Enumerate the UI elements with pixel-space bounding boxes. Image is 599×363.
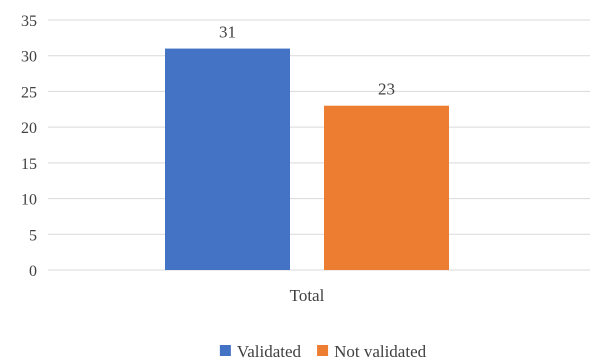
y-tick-label: 0 [29, 263, 37, 280]
y-tick-label: 20 [21, 120, 37, 137]
data-labels: 31 23 [219, 23, 395, 99]
legend-item-validated: Validated [219, 342, 302, 361]
y-tick-label: 15 [21, 156, 37, 173]
y-tick-label: 10 [21, 192, 37, 209]
y-tick-label: 5 [29, 227, 37, 244]
legend-label: Validated [237, 342, 302, 361]
gridlines [48, 19, 590, 271]
y-tick-label: 35 [21, 13, 37, 30]
legend-label: Not validated [334, 342, 427, 361]
x-tick-label: Total [290, 286, 325, 305]
legend-swatch [219, 345, 231, 356]
bar-validated [165, 48, 290, 271]
y-tick-label: 25 [21, 84, 37, 101]
legend: Validated Not validated [219, 342, 427, 361]
bar-not-validated [324, 105, 449, 270]
data-label: 31 [219, 23, 236, 42]
data-label: 23 [378, 80, 395, 99]
y-axis-tick-labels: 0 5 10 15 20 25 30 35 [21, 13, 37, 280]
bars [165, 48, 449, 271]
y-tick-label: 30 [21, 49, 37, 66]
legend-item-not-validated: Not validated [317, 342, 427, 361]
legend-swatch [317, 345, 329, 356]
x-axis-tick-labels: Total [290, 286, 325, 305]
